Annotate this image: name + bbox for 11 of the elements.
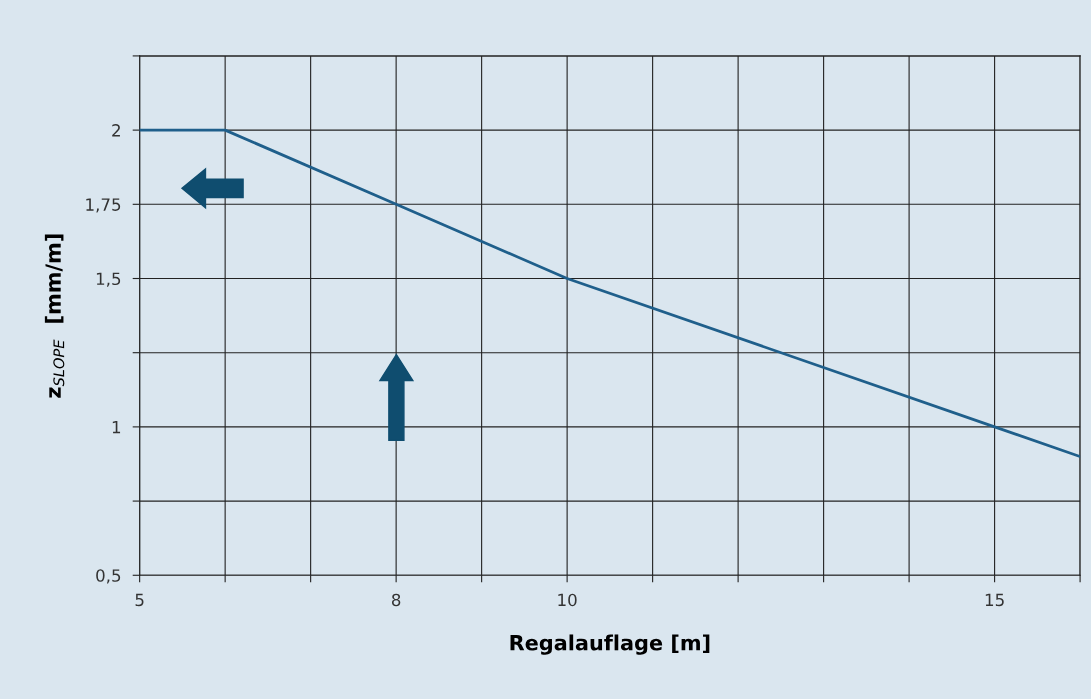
x-tick-label: 15 xyxy=(985,593,1004,607)
x-tick-label: 10 xyxy=(558,593,577,607)
x-tick-label: 8 xyxy=(391,593,401,607)
y-tick-label: 1,5 xyxy=(96,272,121,287)
y-tick-label: 2 xyxy=(112,124,120,137)
x-tick-label: 5 xyxy=(135,593,144,607)
y-tick-label: 0,5 xyxy=(96,569,121,584)
y-tick-label: 1 xyxy=(112,421,121,434)
y-tick-label: 1,75 xyxy=(86,198,121,213)
x-axis-title: Regalauflage [m] xyxy=(510,634,710,655)
y-axis-title: z$_{SLOPE}$ [mm/m] xyxy=(44,234,65,398)
